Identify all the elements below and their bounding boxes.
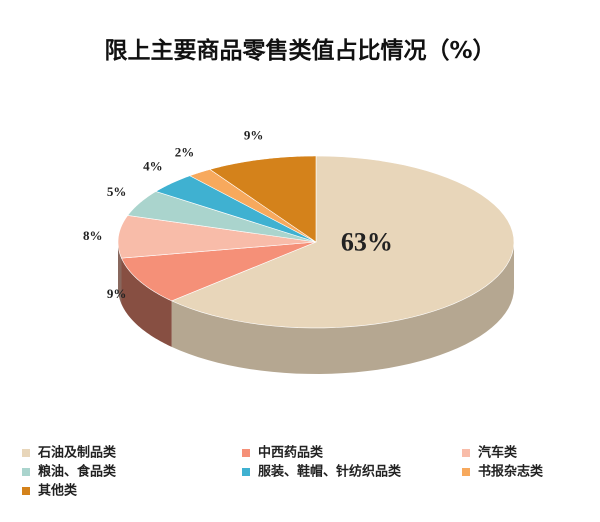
- legend-swatch: [242, 449, 250, 457]
- slice: [127, 191, 317, 243]
- value-label: 63%: [341, 227, 393, 256]
- value-label: 9%: [107, 286, 127, 301]
- legend-label: 石油及制品类: [37, 445, 117, 461]
- slice: [117, 215, 317, 259]
- value-label: 4%: [143, 158, 163, 173]
- slice-side: [118, 242, 122, 305]
- value-label: 5%: [107, 184, 127, 199]
- legend-label: 汽车类: [478, 445, 518, 461]
- legend-swatch: [22, 449, 30, 457]
- slice: [170, 155, 515, 329]
- legend-label: 中西药品类: [258, 445, 324, 461]
- legend-label: 粮油、食品类: [38, 464, 117, 480]
- value-label: 8%: [83, 228, 103, 243]
- chart-title: 限上主要商品零售类值占比情况（%）: [104, 37, 495, 64]
- slice: [209, 155, 317, 243]
- legend-swatch: [22, 468, 30, 476]
- value-label: 9%: [244, 128, 264, 143]
- value-label: 2%: [175, 145, 195, 160]
- legend-swatch: [22, 487, 30, 495]
- legend-swatch: [242, 468, 250, 476]
- slice: [189, 169, 317, 243]
- legend-label: 书报杂志类: [478, 464, 544, 480]
- slice: [121, 241, 317, 302]
- slice: [155, 175, 317, 243]
- legend-swatch: [462, 468, 470, 476]
- legend-label: 其他类: [38, 483, 78, 499]
- slice-side: [121, 258, 172, 347]
- legend-swatch: [462, 449, 470, 457]
- legend-label: 服装、鞋帽、针纺织品类: [258, 464, 402, 480]
- slice-side: [171, 242, 514, 374]
